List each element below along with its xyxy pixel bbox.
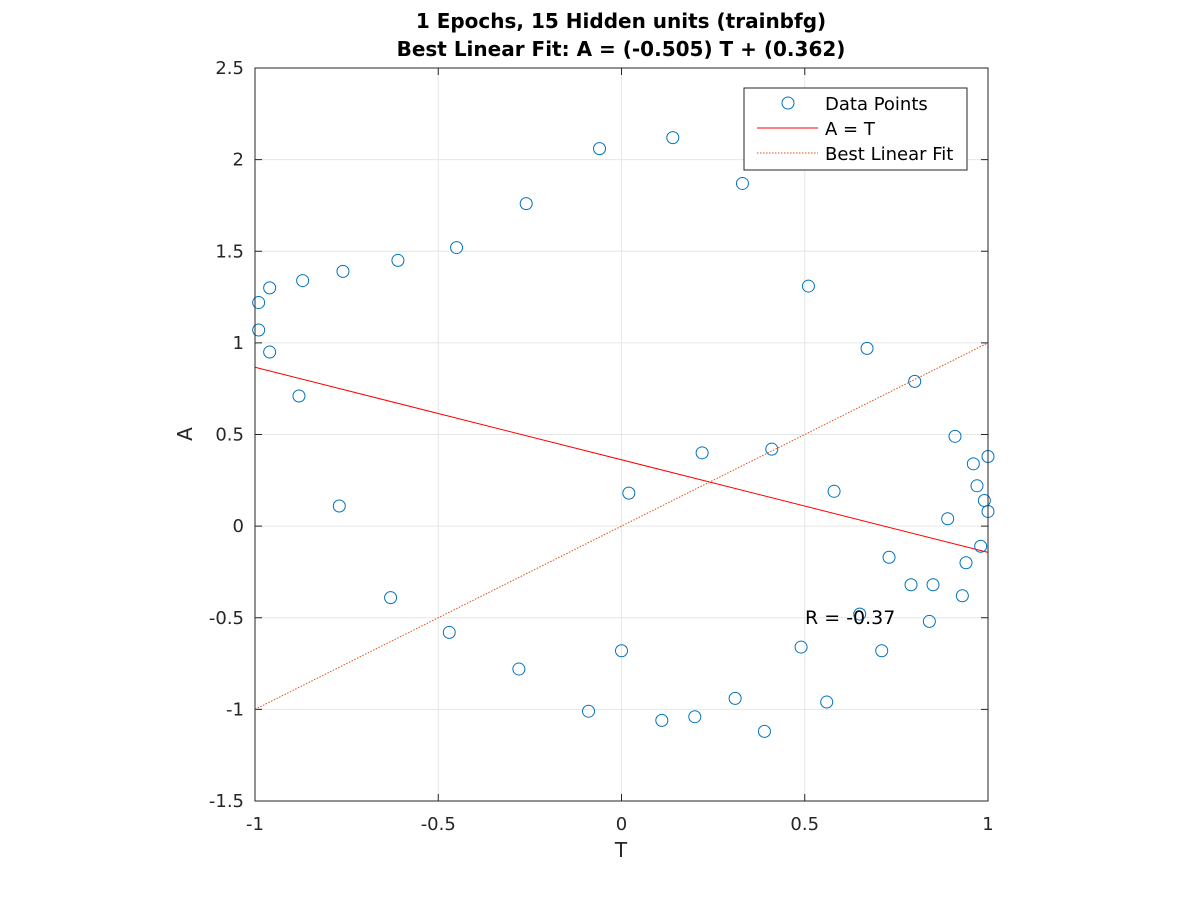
x-tick-label: -0.5	[421, 814, 456, 835]
correlation-annotation: R = -0.37	[805, 607, 895, 629]
data-point	[615, 644, 628, 658]
tick-labels: -1 -0.5 0 0.5 1-1.5-1-0.500.511.522.5	[209, 58, 994, 835]
data-point	[519, 197, 533, 211]
fit-line-red	[254, 366, 989, 553]
x-tick-label: -1	[246, 814, 264, 835]
data-point	[955, 589, 969, 603]
data-point	[966, 457, 980, 471]
y-tick-label: -1	[226, 699, 244, 720]
y-tick-label: -1.5	[209, 791, 244, 812]
x-tick-label: 1	[982, 814, 993, 835]
legend-label-a-equals-t: A = T	[825, 119, 876, 140]
x-axis-label: T	[614, 838, 628, 862]
data-point	[688, 710, 702, 724]
data-point	[655, 713, 669, 727]
data-point	[296, 274, 310, 288]
data-point	[970, 479, 984, 493]
data-point	[875, 644, 889, 658]
data-point	[860, 341, 874, 355]
data-point	[941, 512, 955, 526]
data-point	[582, 704, 596, 718]
y-axis-label: A	[173, 427, 197, 441]
legend-label-data-points: Data Points	[825, 94, 928, 115]
data-point	[882, 550, 896, 564]
data-point	[622, 486, 636, 500]
data-point	[735, 176, 749, 190]
data-point	[926, 578, 940, 592]
y-tick-label: 0	[233, 516, 244, 537]
data-point	[336, 264, 350, 278]
legend-label-best-linear-fit: Best Linear Fit	[825, 144, 953, 165]
data-point	[263, 345, 277, 359]
axes-box	[254, 67, 989, 802]
y-tick-label: -0.5	[209, 608, 244, 629]
data-point	[263, 281, 277, 295]
data-point	[252, 323, 266, 337]
chart-title-line-1: 1 Epochs, 15 Hidden units (trainbfg)	[416, 9, 826, 33]
y-tick-label: 1	[233, 333, 244, 354]
data-point	[384, 591, 398, 605]
y-tick-label: 2	[233, 150, 244, 171]
data-point	[765, 442, 779, 456]
data-point	[442, 625, 456, 639]
legend: Data Points A = T Best Linear Fit	[743, 87, 968, 171]
data-point	[948, 429, 962, 443]
x-tick-label: 0.5	[790, 814, 819, 835]
data-point	[728, 691, 742, 705]
y-tick-label: 2.5	[215, 58, 244, 79]
data-point	[512, 662, 526, 676]
data-point	[757, 724, 771, 738]
legend-box	[743, 87, 968, 171]
data-point	[922, 614, 936, 628]
series-lines	[254, 342, 989, 710]
data-point	[450, 241, 464, 255]
data-point	[391, 253, 405, 267]
data-point	[904, 578, 918, 592]
chart-title-line-2: Best Linear Fit: A = (-0.505) T + (0.362…	[397, 37, 846, 61]
data-point	[292, 389, 306, 403]
data-point	[908, 374, 922, 388]
data-point	[593, 142, 607, 156]
x-tick-label: 0	[616, 814, 627, 835]
data-point	[853, 607, 867, 621]
data-point	[959, 556, 973, 570]
data-point	[252, 296, 266, 310]
data-point	[801, 279, 815, 293]
data-point	[332, 499, 346, 513]
data-point	[974, 539, 988, 553]
data-points	[252, 131, 995, 738]
y-tick-label: 1.5	[215, 241, 244, 262]
data-point	[827, 484, 841, 498]
data-point	[666, 131, 680, 145]
data-point	[820, 695, 834, 709]
data-point	[794, 640, 808, 654]
legend-marker-data-points	[781, 96, 795, 110]
data-point	[695, 446, 709, 460]
y-tick-label: 0.5	[215, 425, 244, 446]
